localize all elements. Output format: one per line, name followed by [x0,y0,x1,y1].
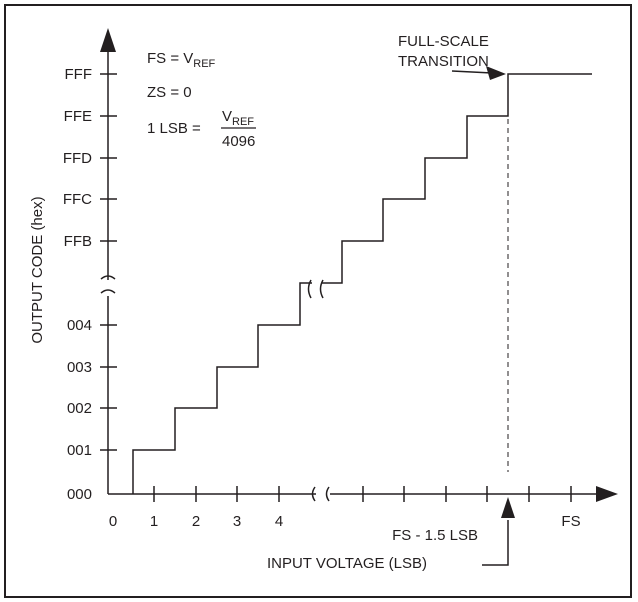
formula-zs: ZS = 0 [147,84,192,101]
full-scale-label-line1: FULL-SCALE [398,33,489,50]
y-tick-label: FFB [64,233,92,250]
x-axis-break-mark [311,486,330,502]
y-tick-label: FFC [63,191,92,208]
y-tick-label: 000 [67,486,92,503]
fs-minus-leader [482,520,509,566]
x-axis-ticks [153,486,572,502]
y-tick-label: 003 [67,359,92,376]
fs-minus-arrow-icon [501,497,515,518]
x-axis-arrow-icon [596,486,618,502]
fs-minus-label: FS - 1.5 LSB [392,527,478,544]
y-tick-label: FFE [64,108,92,125]
formula-block: FS = VREF ZS = 0 1 LSB = VREF 4096 [147,50,256,150]
x-tick-label: 3 [233,513,241,530]
staircase-upper [322,73,592,284]
full-scale-arrow-icon [486,66,506,80]
y-tick-label: 002 [67,400,92,417]
formula-lsb-denominator: 4096 [222,133,255,150]
x-tick-label: FS [561,513,580,530]
full-scale-leader [451,70,493,74]
x-axis-title: INPUT VOLTAGE (LSB) [267,555,427,572]
formula-lsb-numerator: VREF [222,108,254,128]
y-tick-label: 001 [67,442,92,459]
x-tick-label: 0 [109,513,117,530]
y-tick-label: FFD [63,150,92,167]
x-tick-label: 4 [275,513,283,530]
y-tick-label: 004 [67,317,92,334]
staircase-break-mark [307,279,324,299]
y-tick-label: FFF [65,66,93,83]
formula-lsb: 1 LSB = [147,120,201,137]
x-tick-label: 2 [192,513,200,530]
formula-fs: FS = VREF [147,50,216,70]
y-axis-arrow-icon [100,28,116,52]
full-scale-label-line2: TRANSITION [398,53,489,70]
x-tick-label: 1 [150,513,158,530]
staircase-lower [132,282,312,494]
y-axis-title: OUTPUT CODE (hex) [29,196,46,343]
y-axis-ticks [100,73,117,451]
y-axis-break-mark [100,275,116,294]
